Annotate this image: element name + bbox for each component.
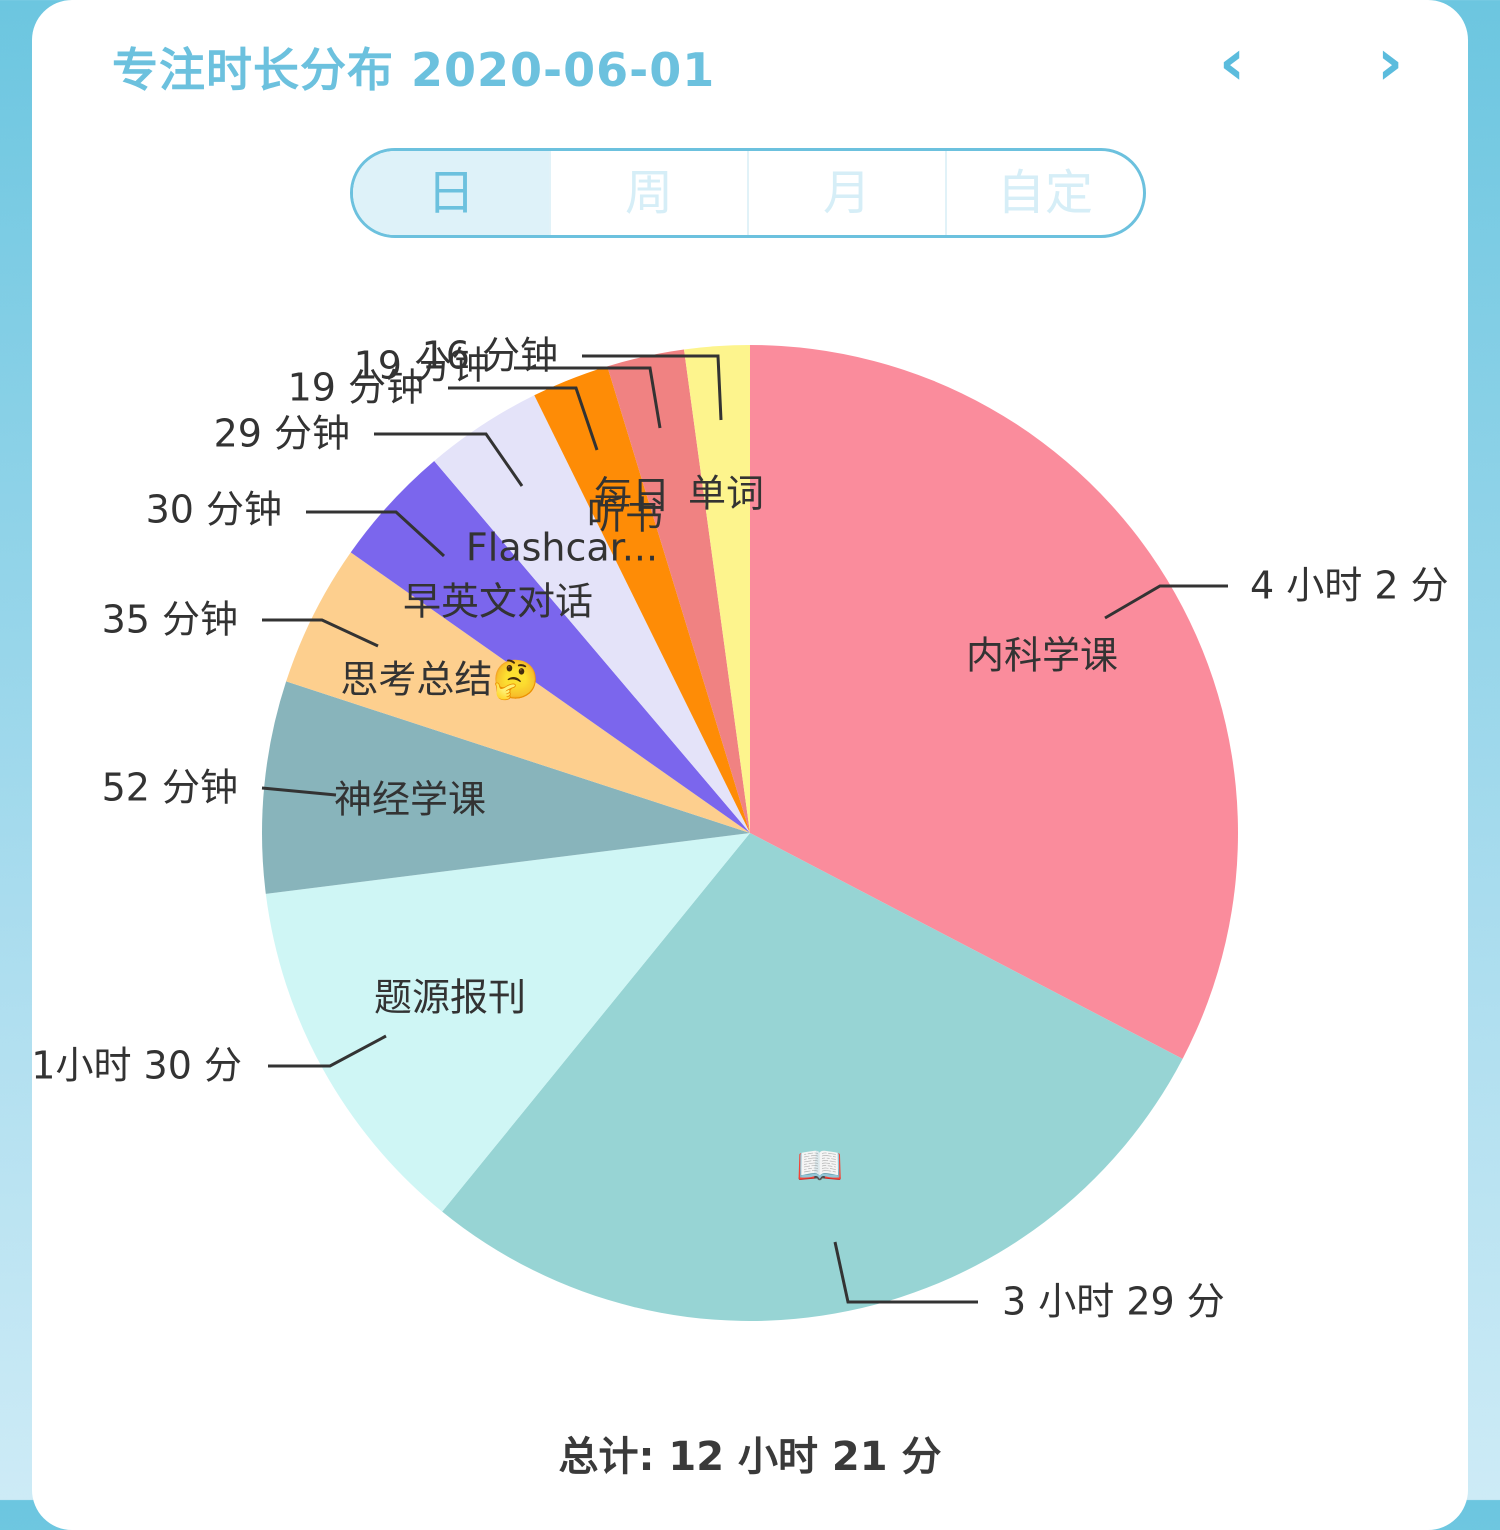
slice-value-label: 4 小时 2 分 (1250, 564, 1449, 608)
leader-line (306, 510, 446, 558)
pie-slice[interactable] (262, 681, 750, 894)
slice-name-label: 内科学课 (966, 634, 1118, 678)
leader-line (268, 1034, 387, 1068)
pie-slice[interactable] (683, 345, 750, 833)
slice-value-label: 35 分钟 (102, 598, 238, 642)
tab-month[interactable]: 月 (747, 151, 945, 235)
slice-value-label: 16 分钟 (422, 334, 558, 378)
leader-line (261, 786, 337, 797)
pie-slice[interactable] (350, 460, 750, 833)
pie-slice[interactable] (442, 833, 1183, 1322)
slice-value-label: 3 小时 29 分 (1002, 1280, 1225, 1324)
slice-name-label: 题源报刊 (374, 976, 526, 1020)
slice-value-label: 1小时 30 分 (31, 1044, 242, 1088)
total-duration: 总计: 12 小时 21 分 (558, 1434, 942, 1480)
slice-value-label: 52 分钟 (102, 766, 238, 810)
pie-slice[interactable] (607, 349, 750, 833)
leader-line (582, 354, 723, 421)
leader-line (374, 432, 524, 487)
leader-line (833, 1241, 978, 1304)
tab-day[interactable]: 日 (353, 151, 549, 235)
slice-value-label: 29 分钟 (214, 412, 350, 456)
pie-slice[interactable] (534, 366, 750, 833)
leader-line (1104, 584, 1228, 620)
pie-slice[interactable] (750, 345, 1238, 1059)
slice-name-label: 神经学课 (334, 778, 486, 822)
slice-name-label: 思考总结🤔 (340, 658, 539, 702)
slice-value-label: 19 分钟 (288, 366, 424, 410)
slice-name-label: 每日 (594, 474, 670, 518)
leader-line (448, 386, 599, 451)
slice-name-label: Flashcar... (466, 526, 658, 570)
range-segmented-control: 日 周 月 自定 (350, 148, 1146, 238)
tab-custom[interactable]: 自定 (945, 151, 1143, 235)
page-title: 专注时长分布 2020-06-01 (112, 43, 716, 97)
tab-week[interactable]: 周 (549, 151, 747, 235)
slice-name-label: 早英文对话 (403, 580, 593, 624)
pie-slice[interactable] (286, 552, 750, 833)
chevron-left-icon[interactable]: ‹ (1218, 26, 1246, 100)
leader-line (262, 618, 379, 648)
pie-slice[interactable] (265, 833, 750, 1212)
slice-name-label: 单词 (688, 472, 764, 516)
slice-name-label: 📖 (796, 1144, 843, 1188)
chevron-right-icon[interactable]: › (1376, 26, 1404, 100)
leader-line (514, 366, 662, 429)
slice-value-label: 19 分钟 (354, 344, 490, 388)
pie-slice[interactable] (434, 395, 750, 833)
slice-value-label: 30 分钟 (146, 488, 282, 532)
slice-name-label: 听书 (587, 494, 663, 538)
